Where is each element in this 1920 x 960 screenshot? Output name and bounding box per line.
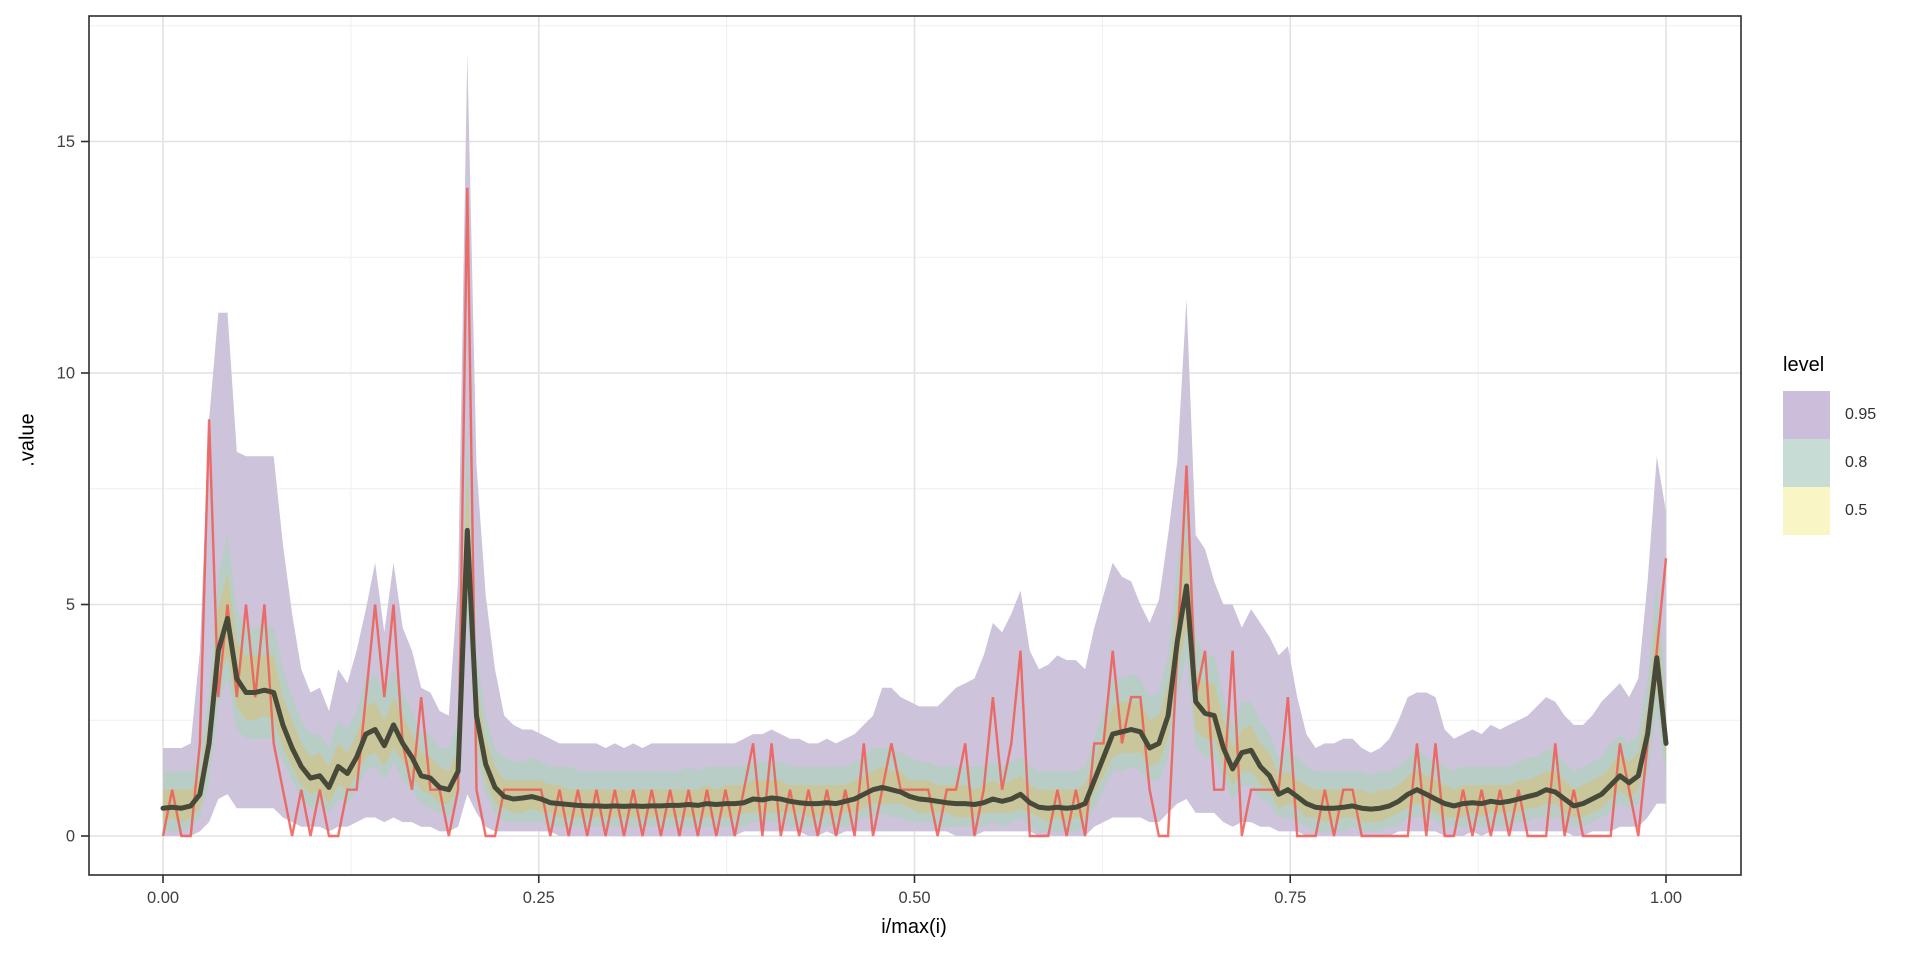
x-tick-label: 1.00 xyxy=(1650,889,1682,907)
axis-tick-labels: 0.00 0.25 0.50 0.75 1.00 0 5 10 15 xyxy=(57,133,1682,907)
median-line xyxy=(160,527,1669,812)
y-tick-label: 5 xyxy=(66,596,75,614)
x-tick-label: 0.00 xyxy=(147,889,179,907)
legend-key-swatch xyxy=(1783,391,1830,439)
legend-key-swatch xyxy=(1783,439,1830,487)
y-tick-label: 15 xyxy=(57,133,75,151)
y-tick-label: 10 xyxy=(57,365,75,383)
y-axis-title: .value xyxy=(16,413,39,467)
x-axis-title: i/max(i) xyxy=(881,916,947,938)
legend-key-label: 0.8 xyxy=(1845,454,1868,471)
axis-ticks xyxy=(81,140,1667,883)
legend-key-swatch xyxy=(1783,487,1830,535)
x-tick-label: 0.25 xyxy=(523,889,555,907)
legend-key-0.8: 0.8 xyxy=(1783,439,1876,487)
legend-key-label: 0.95 xyxy=(1845,406,1877,423)
legend-key-0.5: 0.5 xyxy=(1783,487,1876,535)
observed-line xyxy=(161,187,1668,838)
y-tick-label: 0 xyxy=(66,828,75,846)
legend: level 0.95 0.8 0.5 xyxy=(1783,354,1876,535)
x-tick-label: 0.75 xyxy=(1274,889,1306,907)
legend-title: level xyxy=(1783,354,1825,376)
legend-key-0.95: 0.95 xyxy=(1783,391,1876,439)
legend-key-label: 0.5 xyxy=(1845,502,1868,519)
legend-keys: 0.95 0.8 0.5 xyxy=(1783,391,1876,535)
x-tick-label: 0.50 xyxy=(898,889,930,907)
data-layer xyxy=(160,53,1669,838)
